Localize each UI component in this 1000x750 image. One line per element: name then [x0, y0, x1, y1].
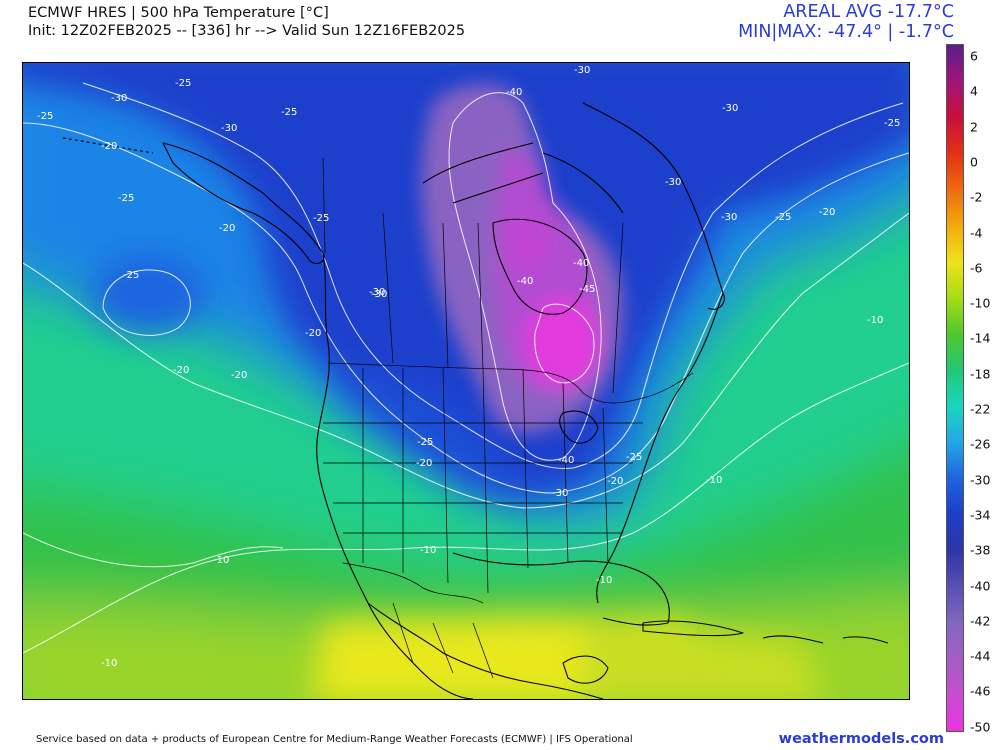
map-frame[interactable]: -30 -25 -25 -20 -30 -25 -25 -20 -25 -25 -20 -20 -20 -… [22, 62, 910, 700]
isotherm--30 [82, 82, 904, 470]
isotherm-label: -30 [552, 488, 568, 499]
isotherm-label: -10 [101, 658, 117, 669]
isotherm-label: -40 [506, 87, 522, 98]
canadian-arctic [422, 142, 624, 214]
isotherm-label: -30 [721, 212, 737, 223]
isotherm-label: -20 [305, 328, 321, 339]
isotherm-label: -10 [596, 575, 612, 586]
colorbar-label: -6 [970, 260, 983, 276]
canada-provinces [382, 212, 624, 394]
isotherm--25 [23, 122, 909, 494]
colorbar-label: -2 [970, 189, 983, 205]
greenland-coast [582, 102, 725, 310]
isotherm-label: -25 [175, 78, 191, 89]
west-coast [316, 252, 474, 699]
caribbean-islands [762, 635, 889, 644]
isotherm-label: -30 [665, 177, 681, 188]
hudson-bay [492, 218, 588, 315]
isotherm-label: -30 [574, 65, 590, 76]
isotherm-label: -30 [722, 103, 738, 114]
colorbar-label: -40 [970, 578, 991, 593]
mexico-coast [367, 602, 604, 699]
colorbar-label: -38 [970, 542, 991, 558]
isotherm-label: -20 [173, 365, 189, 376]
colorbar-label: 6 [970, 48, 978, 64]
isotherm-label: -20 [101, 141, 117, 152]
colorbar-label: 4 [970, 83, 978, 99]
min-max: MIN|MAX: -47.4° | -1.7°C [738, 22, 954, 42]
colorbar-label: -50 [970, 719, 991, 735]
isotherm-label: -40 [517, 276, 533, 287]
us-mexico-border [342, 562, 484, 604]
colorbar-label: -30 [970, 472, 991, 488]
isotherm-label: -25 [417, 437, 433, 448]
isotherm-label: -30 [221, 123, 237, 134]
isotherm-label: -30 [369, 287, 385, 298]
alaska-coast [162, 142, 325, 264]
isotherm-label: -30 [111, 93, 127, 104]
colorbar-label: -14 [970, 330, 991, 346]
yucatan [562, 655, 609, 684]
isotherm-label: -20 [819, 207, 835, 218]
stats-block: AREAL AVG -17.7°C MIN|MAX: -47.4° | -1.7… [738, 2, 954, 42]
isotherm-label: -25 [884, 118, 900, 129]
colorbar-label: -22 [970, 401, 991, 417]
isotherm-label: -25 [123, 270, 139, 281]
isotherm-label: -25 [626, 452, 642, 463]
isotherm-label: -25 [775, 212, 791, 223]
coastlines [62, 102, 889, 699]
isotherm-label: -20 [231, 370, 247, 381]
isotherm-label: -25 [313, 213, 329, 224]
colorbar-label: -46 [970, 683, 991, 699]
us-states-grid [323, 367, 643, 594]
isotherm--25-ring [102, 269, 191, 336]
colorbar-label: -4 [970, 225, 983, 240]
contour-labels: -30 -25 -25 -20 -30 -25 -25 -20 -25 -25 -20 -20 -20 -… [37, 65, 900, 669]
brand-link[interactable]: weathermodels.com [778, 731, 944, 747]
areal-average: AREAL AVG -17.7°C [783, 2, 954, 22]
polar-vortex-core [421, 84, 623, 433]
isotherm-label: -10 [706, 475, 722, 486]
temperature-map[interactable]: -30 -25 -25 -20 -30 -25 -25 -20 -25 -25 -20 -20 -20 -… [23, 63, 909, 699]
great-lakes [559, 410, 599, 444]
isotherm-label: -10 [420, 545, 436, 556]
colorbar-label: 2 [970, 119, 978, 135]
isotherm-label: -10 [213, 555, 229, 566]
colorbar-label: -34 [970, 507, 991, 523]
isotherm--10-south [23, 362, 909, 654]
isotherm--40 [448, 92, 602, 461]
isotherm--20 [23, 212, 909, 509]
isotherm-label: -20 [607, 476, 623, 487]
us-canada-border [327, 362, 694, 404]
mexico-states [392, 602, 494, 679]
colorbar-label: -10 [970, 295, 991, 311]
map-title: ECMWF HRES | 500 hPa Temperature [°C] [28, 5, 329, 21]
data-credit: Service based on data + products of Euro… [36, 734, 633, 745]
colorbar-label: -44 [970, 648, 991, 664]
cuba [642, 620, 744, 637]
title-block: ECMWF HRES | 500 hPa Temperature [°C] In… [28, 4, 465, 40]
isotherm-label: -40 [558, 455, 574, 466]
isotherm-label: -20 [219, 223, 235, 234]
isotherm-label: -25 [118, 193, 134, 204]
alaska-canada-border [322, 157, 326, 254]
isotherm-label: -45 [579, 284, 595, 295]
political-borders [322, 157, 694, 679]
isotherm-label: -25 [37, 111, 53, 122]
gulf-coast [452, 552, 670, 626]
colorbar-label: -42 [970, 613, 991, 629]
isotherm-label: -30 [371, 289, 387, 300]
isotherm--10-west [23, 532, 284, 568]
isotherm-label: -40 [573, 258, 589, 269]
isotherm-label: -25 [281, 107, 297, 118]
isotherm-contours [23, 82, 909, 654]
isotherm-label: -10 [867, 315, 883, 326]
isotherm-label: -20 [416, 458, 432, 469]
colorbar-label: -18 [970, 366, 991, 382]
init-valid-line: Init: 12Z02FEB2025 -- [336] hr --> Valid… [28, 23, 466, 39]
colorbar-label: -26 [970, 436, 991, 452]
colorbar [946, 44, 964, 732]
colorbar-label: 0 [970, 154, 978, 170]
